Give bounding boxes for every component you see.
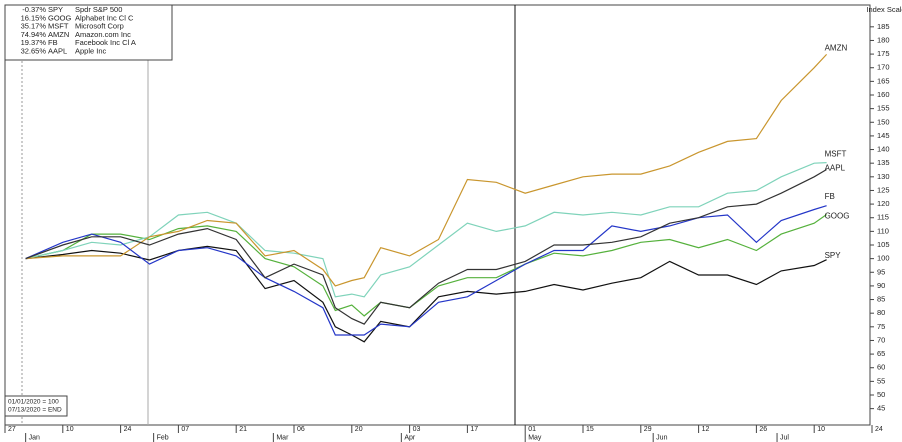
- legend-description: Alphabet Inc Cl C: [75, 13, 134, 22]
- plot-frame: [4, 4, 871, 426]
- base-note: 01/01/2020 = 100: [8, 399, 59, 406]
- x-tick-label: 06: [297, 426, 305, 433]
- axis-title: Index Scale: [866, 5, 902, 14]
- y-tick-label: 65: [877, 349, 885, 358]
- series-end-label: AMZN: [825, 43, 848, 52]
- x-tick-label: 29: [644, 426, 652, 433]
- y-tick-label: 70: [877, 335, 885, 344]
- x-tick-label: 12: [702, 426, 710, 433]
- y-tick-label: 140: [877, 145, 890, 154]
- y-tick-label: 180: [877, 35, 890, 44]
- series-line: [25, 53, 828, 287]
- y-tick-label: 135: [877, 158, 890, 167]
- x-tick-label: 17: [470, 426, 478, 433]
- month-label: Jan: [29, 434, 40, 441]
- legend-change: 32.65%: [21, 46, 47, 55]
- y-tick-label: 115: [877, 213, 889, 222]
- y-tick-label: 145: [877, 131, 890, 140]
- legend-ticker: FB: [48, 38, 58, 47]
- month-label: May: [528, 434, 542, 441]
- y-tick-label: 75: [877, 322, 885, 331]
- legend-change: -0.37%: [22, 5, 46, 14]
- y-tick-label: 95: [877, 267, 885, 276]
- x-tick-label: 01: [528, 426, 536, 433]
- legend-description: Spdr S&P 500: [75, 5, 122, 14]
- legend-ticker: GOOG: [48, 13, 72, 22]
- y-tick-label: 90: [877, 281, 885, 290]
- y-tick-label: 45: [877, 404, 885, 413]
- legend-change: 35.17%: [21, 22, 47, 31]
- series-end-label: SPY: [825, 251, 842, 260]
- series-end-label: AAPL: [825, 164, 846, 173]
- y-tick-label: 185: [877, 22, 890, 31]
- note-box: [4, 395, 68, 417]
- x-tick-label: 21: [239, 426, 247, 433]
- x-tick-label: 27: [8, 426, 16, 433]
- y-tick-label: 160: [877, 90, 890, 99]
- legend-change: 19.37%: [21, 38, 47, 47]
- y-tick-label: 120: [877, 199, 890, 208]
- y-tick-label: 100: [877, 254, 890, 263]
- y-tick-label: 175: [877, 49, 890, 58]
- y-tick-label: 50: [877, 390, 885, 399]
- legend-ticker: MSFT: [48, 22, 69, 31]
- y-tick-label: 130: [877, 172, 890, 181]
- month-label: Mar: [276, 434, 289, 441]
- month-label: Jul: [780, 434, 789, 441]
- end-note: 07/13/2020 = END: [8, 407, 62, 414]
- month-label: Feb: [157, 434, 169, 441]
- x-tick-label: 07: [181, 426, 189, 433]
- legend-description: Apple Inc: [75, 46, 107, 55]
- y-tick-label: 170: [877, 63, 890, 72]
- legend-ticker: SPY: [48, 5, 63, 14]
- legend-change: 16.15%: [21, 13, 47, 22]
- legend: -0.37% SPY Spdr S&P 500 16.15% GOOG Alphabet …: [4, 4, 173, 61]
- x-tick-label: 03: [413, 426, 421, 433]
- month-label: Jun: [656, 434, 667, 441]
- y-tick-label: 85: [877, 295, 885, 304]
- series-end-label: MSFT: [825, 150, 847, 159]
- x-tick-label: 20: [355, 426, 363, 433]
- legend-ticker: AAPL: [48, 46, 67, 55]
- legend-description: Microsoft Corp: [75, 22, 124, 31]
- x-tick-label: 26: [759, 426, 767, 433]
- y-tick-label: 125: [877, 185, 890, 194]
- series-end-label: GOOG: [825, 212, 850, 221]
- y-tick-label: 105: [877, 240, 890, 249]
- y-tick-label: 155: [877, 104, 890, 113]
- legend-ticker: AMZN: [48, 30, 69, 39]
- series-end-label: FB: [825, 192, 835, 201]
- y-tick-label: 55: [877, 376, 885, 385]
- legend-box: [4, 4, 173, 61]
- series-line: [25, 168, 827, 325]
- x-tick-label: 24: [875, 426, 883, 433]
- x-tick-label: 10: [66, 426, 74, 433]
- y-tick-label: 80: [877, 308, 885, 317]
- x-tick-label: 15: [586, 426, 594, 433]
- y-tick-label: 60: [877, 363, 885, 372]
- series-line: [25, 162, 827, 298]
- y-tick-label: 110: [877, 226, 889, 235]
- legend-description: Amazon.com Inc: [75, 30, 131, 39]
- x-tick-label: 10: [817, 426, 825, 433]
- legend-description: Facebook Inc Cl A: [75, 38, 136, 47]
- x-tick-label: 24: [124, 426, 132, 433]
- y-tick-label: 165: [877, 76, 890, 85]
- legend-change: 74.94%: [21, 30, 47, 39]
- y-tick-label: 150: [877, 117, 890, 126]
- month-label: Apr: [404, 434, 416, 441]
